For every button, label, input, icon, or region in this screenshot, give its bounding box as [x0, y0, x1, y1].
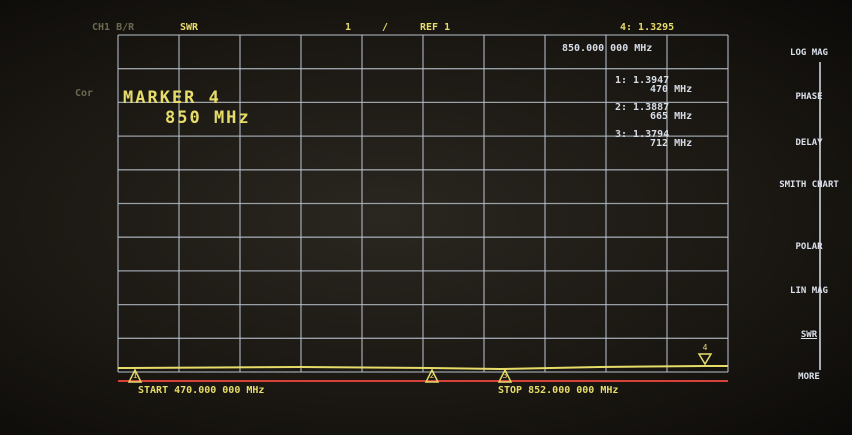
active-marker-readout: 4: 1.3295 [620, 22, 675, 33]
channel: CH1 B/R [92, 22, 135, 33]
marker-frequency: 665 MHz [650, 111, 693, 122]
slash: / [382, 22, 389, 33]
softkey[interactable]: MORE [798, 372, 820, 382]
softkey[interactable]: LOG MAG [790, 48, 828, 58]
marker-label: 3 [503, 371, 508, 380]
correction: Cor [75, 88, 94, 99]
active-marker-frequency: 850.000 000 MHz [562, 43, 653, 54]
softkey[interactable]: PHASE [795, 92, 823, 102]
trace [117, 365, 728, 371]
softkey[interactable]: LIN MAG [790, 286, 828, 296]
marker [697, 353, 713, 366]
reference: REF 1 [420, 22, 451, 33]
softkey[interactable]: SMITH CHART [779, 180, 839, 190]
marker-value: 2: 1.3887 [615, 102, 670, 113]
marker-frequency: 470 MHz [650, 84, 693, 95]
marker [127, 368, 143, 383]
marker-entry-frequency: 850 MHz [165, 108, 251, 128]
marker-label: 1 [133, 371, 138, 380]
marker-label: 4 [703, 343, 708, 352]
start-frequency: START 470.000 000 MHz [138, 385, 265, 396]
stop-frequency: STOP 852.000 000 MHz [498, 385, 619, 396]
softkey[interactable]: SWR [800, 330, 818, 340]
marker [497, 368, 513, 383]
softkey[interactable]: DELAY [795, 138, 823, 148]
scale: 1 [345, 22, 352, 33]
marker [424, 368, 440, 383]
marker-value: 3: 1.3794 [615, 129, 670, 140]
softkey[interactable]: POLAR [795, 242, 823, 252]
marker-value: 1: 1.3947 [615, 75, 670, 86]
marker-label: 2 [430, 371, 435, 380]
marker-frequency: 712 MHz [650, 138, 693, 149]
marker-entry-title: MARKER 4 [123, 88, 221, 108]
format: SWR [180, 22, 199, 33]
